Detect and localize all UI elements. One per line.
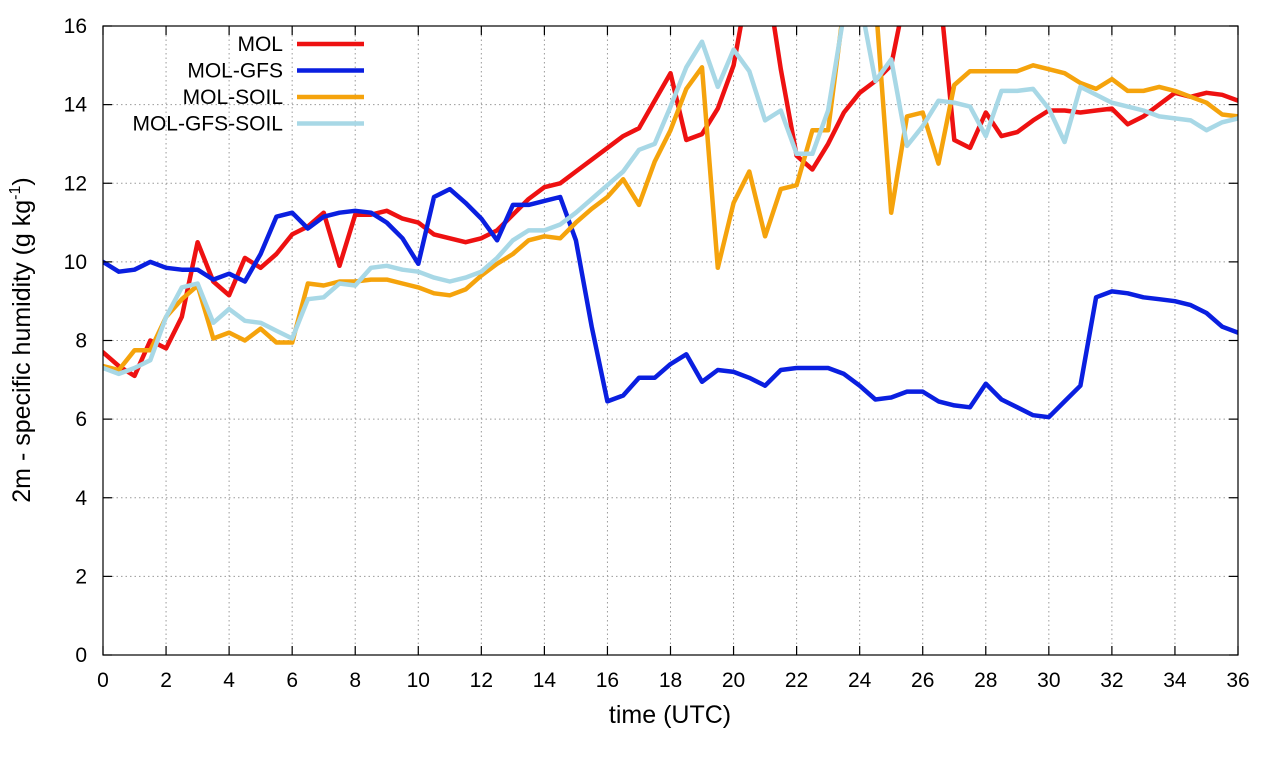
series-line-mol-gfs-soil [103,26,1238,377]
x-tick-label: 14 [533,669,557,692]
legend-label-mol-gfs: MOL-GFS [187,60,283,83]
y-tick-label: 6 [75,408,87,431]
x-tick-label: 12 [470,669,493,692]
y-tick-label: 10 [64,251,87,274]
y-axis-title-tail: ) [8,177,36,185]
series-lines [103,26,1238,420]
x-tick-label: 26 [911,669,934,692]
x-tick-label: 28 [974,669,997,692]
series-line-mol-soil [103,26,1238,373]
y-tick-label: 8 [75,330,87,353]
y-axis-title-main: 2m - specific humidity (g kg [8,200,36,503]
y-tick-label: 2 [75,565,87,588]
x-tick-label: 16 [596,669,619,692]
x-tick-label: 32 [1100,669,1123,692]
series-line-mol-gfs [103,186,1238,420]
legend: MOL MOL-GFS MOL-SOIL MOL-GFS-SOIL [132,33,364,136]
y-axis-title-superscript: -1 [7,186,24,200]
x-tick-label: 30 [1037,669,1060,692]
x-tick-label: 8 [349,669,361,692]
x-tick-label: 22 [785,669,808,692]
legend-label-mol-soil: MOL-SOIL [183,86,283,109]
x-tick-label: 0 [97,669,109,692]
x-tick-label: 24 [848,669,872,692]
y-tick-label: 0 [75,644,87,667]
x-tick-label: 2 [160,669,172,692]
x-tick-label: 36 [1226,669,1249,692]
x-tick-label: 18 [659,669,682,692]
legend-label-mol-gfs-soil: MOL-GFS-SOIL [132,113,283,136]
y-axis-title: 2m - specific humidity (g kg-1) [7,177,36,502]
x-tick-label: 10 [407,669,430,692]
legend-label-mol: MOL [237,33,283,56]
y-tick-label: 12 [64,172,87,195]
y-tick-label: 16 [64,15,87,38]
x-tick-label: 4 [223,669,235,692]
x-tick-label: 6 [286,669,298,692]
y-tick-label: 4 [75,487,87,510]
x-axis-title: time (UTC) [609,701,731,729]
x-tick-label: 34 [1163,669,1187,692]
axis-ticks: 0 2 4 6 8 10 12 14 16 18 20 22 24 26 28 30 32 34 360246810… [64,15,1250,692]
y-tick-label: 14 [64,94,88,117]
plot-frame [102,25,1239,656]
x-tick-label: 20 [722,669,745,692]
